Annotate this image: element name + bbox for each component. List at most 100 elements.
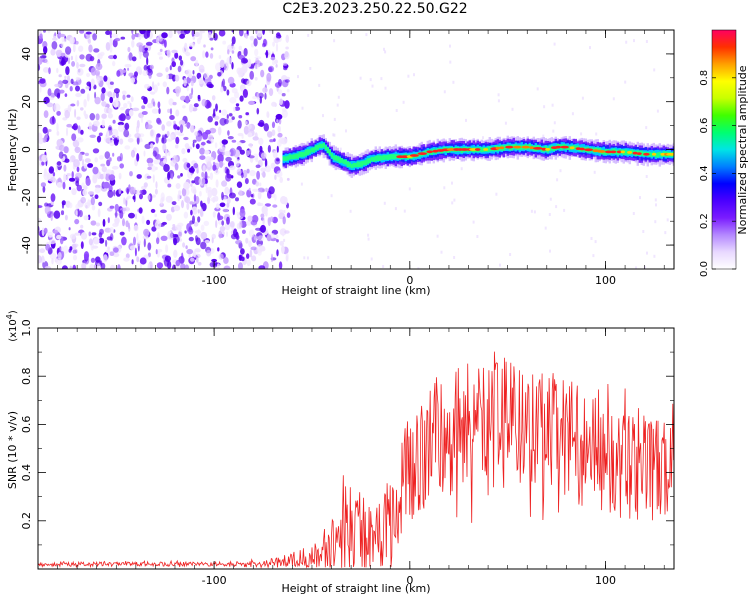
spectrogram-signal-trace [282,134,674,178]
noise-speckle [227,136,234,140]
trace-peak [521,145,530,149]
noise-speckle [151,194,156,198]
noise-speckle [282,230,285,237]
noise-speckle [232,206,235,216]
noise-speckle [38,255,42,264]
noise-speckle [159,48,163,53]
noise-speckle [285,255,289,262]
noise-speckle [71,133,77,141]
noise-speckle [105,249,111,254]
x-tick-label: -100 [202,274,227,287]
noise-speckle [102,218,106,227]
noise-speckle [106,236,113,241]
noise-speckle [47,88,52,97]
noise-speckle [68,177,76,182]
noise-speckle [53,210,61,219]
colorbar-tick-label: 0.2 [699,213,710,229]
noise-speckle [476,235,479,238]
trace-peak [575,147,581,151]
trace-segment [322,142,325,148]
noise-speckle [72,254,78,261]
noise-speckle [138,207,143,214]
noise-speckle [222,78,226,88]
noise-speckle [141,105,146,110]
x-tick-label: -100 [202,574,227,587]
colorbar-ticks: 0.0 0.2 0.4 0.6 0.8 [699,70,736,277]
noise-speckle [193,103,199,108]
noise-speckle [75,76,81,81]
noise-speckle [67,75,70,82]
noise-speckle [257,191,262,200]
noise-speckle [268,30,274,34]
noise-speckle [266,131,273,138]
noise-speckle [69,233,76,240]
noise-speckle [231,175,234,179]
noise-speckle [112,60,116,67]
trace-segment [424,150,427,155]
trace-segment [348,162,351,167]
noise-speckle [119,210,124,219]
noise-speckle [349,209,352,213]
noise-speckle [224,222,231,231]
noise-speckle [306,256,309,260]
noise-speckle [318,83,321,87]
trace-peak [636,152,642,156]
noise-speckle [170,134,173,140]
noise-speckle [279,176,284,183]
noise-speckle [245,60,252,68]
noise-speckle [370,257,373,261]
noise-speckle [166,86,170,95]
noise-speckle [75,210,79,216]
noise-speckle [452,80,455,84]
noise-speckle [220,86,224,93]
noise-speckle [282,62,288,66]
y-tick: 1.0 [20,319,674,337]
noise-speckle [277,132,283,138]
trace-peak [483,148,489,151]
noise-speckle [136,153,140,162]
noise-speckle [114,217,120,224]
colorbar-tick: 0.4 [699,165,736,181]
noise-speckle [265,187,268,192]
trace-peak [460,148,469,151]
noise-speckle [116,135,120,140]
noise-speckle [180,263,186,269]
noise-speckle [44,266,52,269]
noise-speckle [248,187,251,192]
colorbar-tick: 0.2 [699,213,736,229]
noise-speckle [255,227,262,231]
noise-speckle [132,195,136,200]
noise-speckle [94,157,98,163]
noise-speckle [191,87,194,96]
noise-speckle [166,49,171,58]
noise-speckle [43,110,49,118]
trace-segment [328,149,331,155]
noise-speckle [61,202,65,209]
noise-speckle [204,239,210,244]
noise-speckle [62,79,69,85]
noise-speckle [66,123,73,128]
noise-speckle [161,134,165,144]
noise-speckle [272,60,276,66]
trace-segment [382,154,385,160]
noise-speckle [180,173,183,177]
noise-speckle [207,186,212,192]
noise-speckle [303,256,306,260]
noise-speckle [134,247,137,257]
noise-speckle [260,224,266,233]
noise-speckle [85,86,90,90]
noise-speckle [123,257,130,262]
noise-speckle [56,122,59,132]
trace-segment [336,156,339,162]
noise-speckle [117,121,125,126]
noise-speckle [200,200,203,207]
noise-speckle [56,139,63,147]
noise-speckle [97,208,101,218]
noise-speckle [327,255,330,259]
y-tick: 0.8 [20,367,674,385]
noise-speckle [237,132,244,137]
noise-speckle [642,230,645,233]
noise-speckle [201,171,205,178]
noise-speckle [195,59,199,67]
noise-speckle [594,240,597,244]
